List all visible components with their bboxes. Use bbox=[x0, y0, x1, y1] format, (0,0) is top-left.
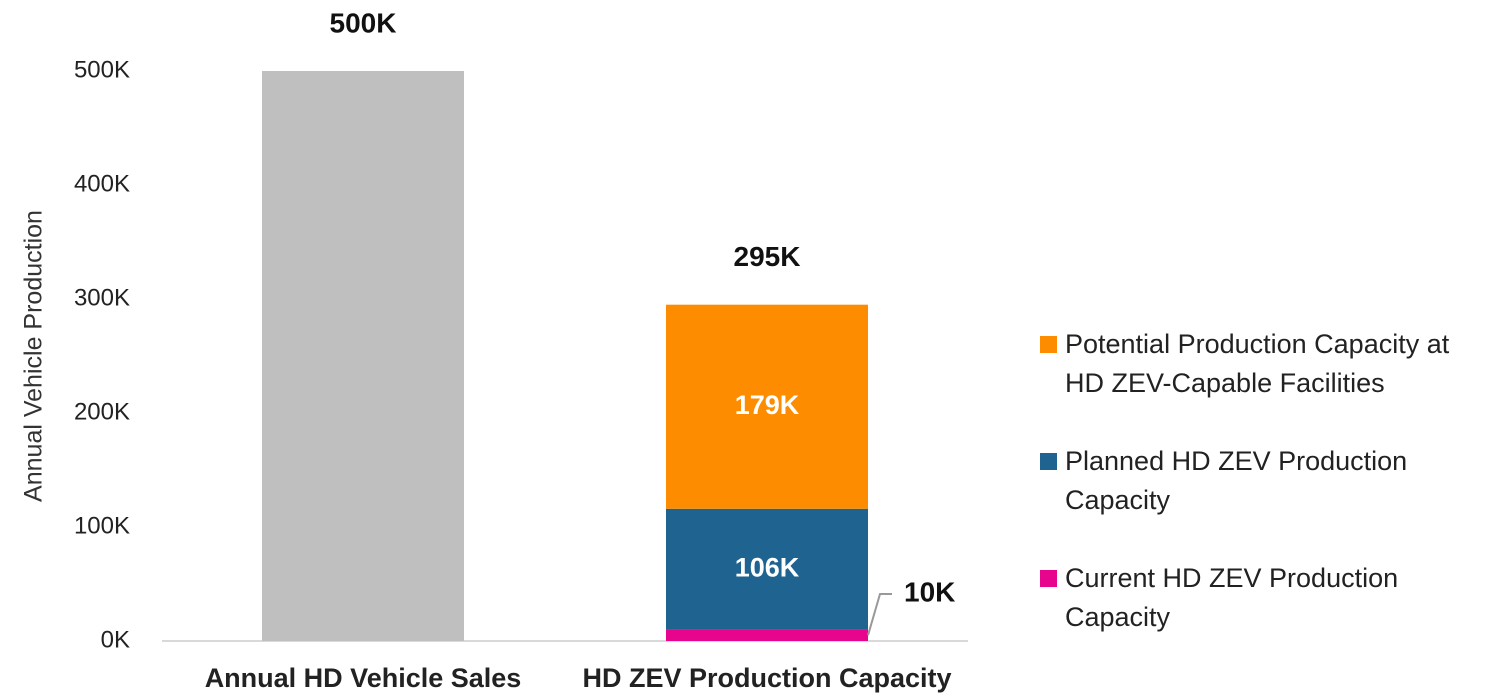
x-tick-label: HD ZEV Production Capacity bbox=[582, 663, 951, 693]
y-tick-label: 200K bbox=[74, 398, 130, 425]
legend-item: Current HD ZEV Production Capacity bbox=[1040, 559, 1480, 637]
data-label: 179K bbox=[735, 390, 800, 420]
total-label: 295K bbox=[734, 241, 801, 272]
y-tick-label: 500K bbox=[74, 56, 130, 83]
legend-swatch bbox=[1040, 453, 1057, 470]
bar-segment bbox=[262, 71, 464, 641]
legend-label: Current HD ZEV Production Capacity bbox=[1065, 563, 1399, 632]
y-tick-label: 0K bbox=[101, 626, 130, 653]
bar-segment bbox=[666, 629, 868, 641]
data-label: 106K bbox=[735, 552, 800, 582]
bar-segment bbox=[666, 304, 868, 509]
x-tick-label: Annual HD Vehicle Sales bbox=[205, 663, 522, 693]
y-tick-label: 100K bbox=[74, 512, 130, 539]
legend-swatch bbox=[1040, 336, 1057, 353]
data-label: 10K bbox=[904, 576, 955, 607]
bar-segment bbox=[666, 508, 868, 630]
y-tick-label: 400K bbox=[74, 170, 130, 197]
legend-item: Planned HD ZEV Production Capacity bbox=[1040, 442, 1480, 520]
legend-label: Planned HD ZEV Production Capacity bbox=[1065, 446, 1408, 515]
legend-item: Potential Production Capacity at HD ZEV-… bbox=[1040, 325, 1480, 403]
total-label: 500K bbox=[330, 7, 397, 38]
y-tick-label: 300K bbox=[74, 284, 130, 311]
leader-line bbox=[867, 593, 892, 636]
legend-label: Potential Production Capacity at HD ZEV-… bbox=[1065, 329, 1450, 398]
legend-swatch bbox=[1040, 570, 1057, 587]
y-axis-label: Annual Vehicle Production bbox=[20, 210, 48, 502]
